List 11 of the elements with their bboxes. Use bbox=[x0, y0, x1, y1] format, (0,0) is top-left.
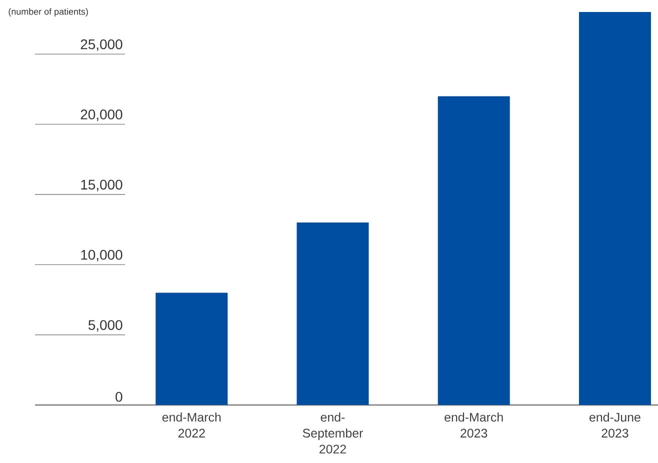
y-tick-label: 15,000 bbox=[81, 180, 122, 192]
y-tick-label: 0 bbox=[116, 392, 122, 402]
x-tick-label: end-September 2022 bbox=[302, 412, 363, 454]
x-tick-label: end-March 2022 bbox=[162, 412, 221, 438]
x-tick-label: end-March 2023 bbox=[444, 412, 503, 438]
y-axis-title: (number of patients) bbox=[8, 8, 88, 17]
y-tick-label: 10,000 bbox=[81, 250, 122, 262]
y-tick-label: 20,000 bbox=[80, 110, 122, 122]
y-tick-label: 5,000 bbox=[88, 320, 122, 332]
x-tick-label: end-June 2023 bbox=[590, 412, 640, 438]
y-tick-label: 25,000 bbox=[80, 39, 122, 51]
